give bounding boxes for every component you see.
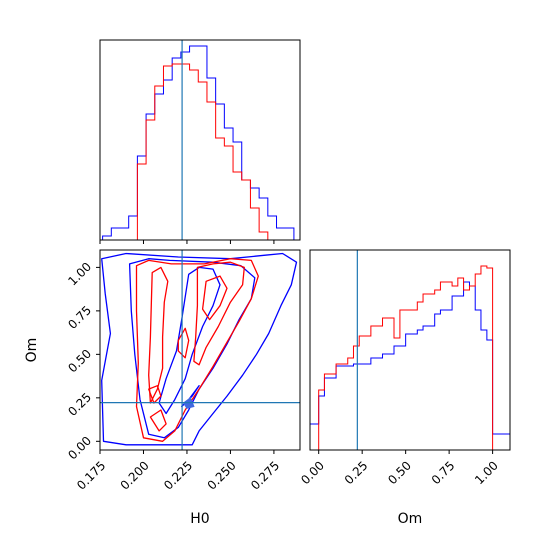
contour-line-2 [158,266,221,415]
hist-H0-frame [99,39,301,241]
contour-xtick-label-0: 0.175 [74,458,108,492]
hist-Om-step-0 [310,281,510,450]
hist-Om-xtick-label-4: 1.00 [472,458,501,487]
hist-Om-xtick-label-2: 0.50 [385,458,414,487]
contour-ytick-label-4: 1.00 [65,260,94,289]
hist-H0-step-1 [102,63,294,240]
contour-ytick-label-1: 0.25 [65,390,94,419]
contour-xtick-label-2: 0.225 [161,458,195,492]
contour-ytick-label-0: 0.00 [65,434,94,463]
hist-Om-frame [309,249,511,451]
contour-ytick-label-3: 0.75 [65,303,94,332]
contour-ytick-label-2: 0.50 [65,347,94,376]
contour-line-0 [101,252,298,446]
hist-Om-series [310,265,510,450]
contour-line-7 [201,275,228,321]
contour-line-5 [148,266,169,404]
hist-Om-xtick-label-3: 0.75 [429,458,458,487]
hist-Om-xtick-label-0: 0.00 [298,458,327,487]
contour-line-1 [128,258,256,439]
contour-xtick-label-4: 0.275 [248,458,282,492]
x-axis-label-H0: H0 [190,511,209,527]
contour-line-10 [149,409,167,432]
contour-frame [99,249,301,451]
contour-xtick-label-3: 0.250 [205,458,239,492]
y-axis-label-Om: Om [24,338,40,363]
contour-line-9 [148,385,162,404]
contour-line-6 [193,261,245,366]
contour-line-4 [135,258,259,442]
hist-Om-step-1 [310,265,510,450]
contour-series [101,252,298,446]
x-axis-label-Om: Om [398,511,423,527]
contour-line-8 [177,327,190,359]
hist-Om-xtick-label-1: 0.25 [342,458,371,487]
contour-xtick-label-1: 0.200 [118,458,152,492]
hist-H0-series [102,45,295,240]
